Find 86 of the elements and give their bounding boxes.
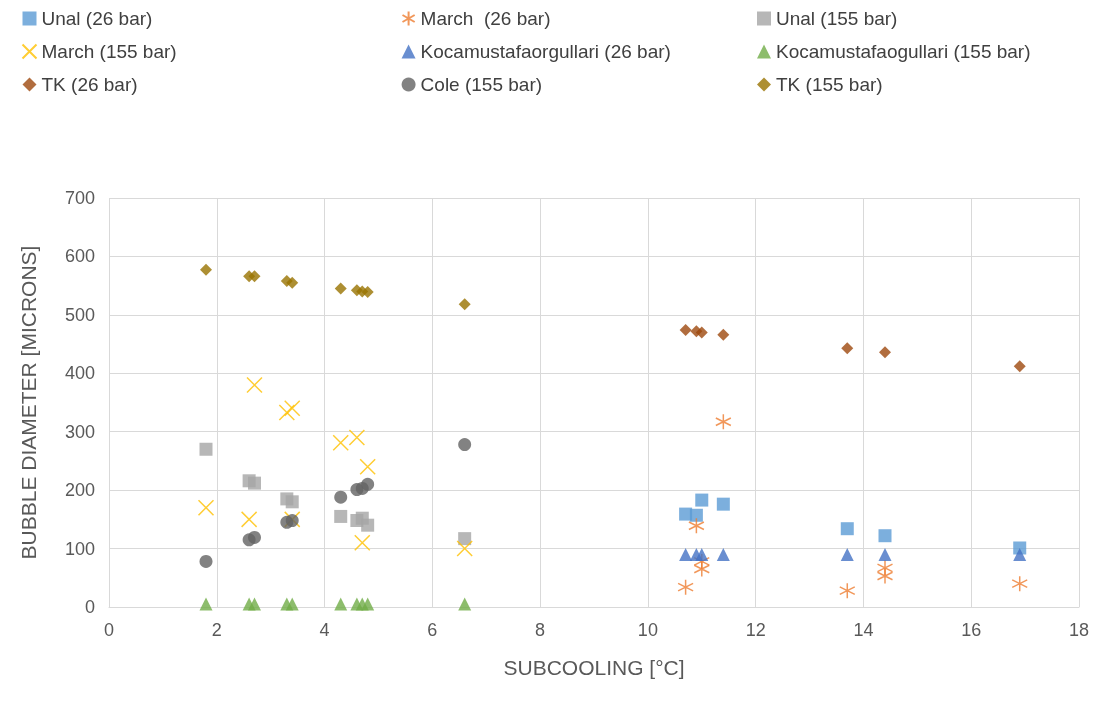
x-tick-label: 14 (853, 620, 874, 640)
point (359, 458, 376, 476)
legend-label: Kocamustafaorgullari (26 bar) (420, 41, 671, 62)
point (695, 547, 709, 561)
legend-label: Kocamustafaogullari (155 bar) (776, 41, 1031, 62)
point (1013, 547, 1027, 561)
x-tick-label: 8 (535, 620, 546, 640)
point (286, 276, 299, 289)
x-tick-label: 2 (211, 620, 222, 640)
point (695, 493, 709, 507)
point (716, 547, 730, 561)
point (361, 286, 374, 299)
x-tick-label: 18 (1068, 620, 1090, 640)
x-axis-title: SUBCOOLING [°C] (503, 656, 685, 679)
point (679, 324, 692, 337)
x-tick-label: 0 (103, 620, 115, 640)
point (334, 282, 347, 295)
point (456, 540, 473, 557)
point (361, 518, 375, 532)
point (688, 517, 705, 535)
point (1011, 575, 1028, 592)
point (689, 508, 703, 522)
point (248, 476, 261, 490)
point (348, 429, 366, 446)
point (248, 530, 261, 544)
point (334, 490, 348, 504)
point (246, 376, 263, 394)
point (199, 442, 213, 456)
point (458, 438, 472, 452)
legend-label: Cole (155 bar) (420, 74, 543, 95)
y-tick-label: 500 (64, 304, 95, 325)
x-tick-label: 16 (961, 620, 982, 640)
legend-label: Unal (155 bar) (776, 8, 898, 29)
point (278, 404, 296, 421)
point (248, 597, 261, 611)
y-tick-label: 400 (64, 363, 95, 384)
point (332, 434, 349, 452)
x-tick-label: 4 (319, 620, 330, 640)
point (354, 534, 371, 551)
y-axis-title: BUBBLE DIAMETER [MICRONS] (17, 245, 40, 560)
point (334, 509, 348, 523)
point (693, 560, 711, 578)
point (841, 342, 854, 355)
point (199, 554, 213, 568)
x-tick-label: 6 (427, 620, 438, 640)
point (361, 477, 375, 491)
y-tick-label: 100 (64, 538, 95, 559)
point (285, 597, 299, 611)
point (715, 413, 732, 431)
point (283, 400, 301, 417)
point (716, 497, 730, 511)
legend-label: TK (26 bar) (41, 74, 138, 95)
point (285, 495, 299, 509)
x-tick-label: 12 (745, 620, 766, 640)
point (1013, 360, 1026, 373)
point (197, 499, 215, 516)
legend-label: Unal (26 bar) (41, 8, 153, 29)
y-tick-label: 0 (84, 597, 95, 617)
point (679, 547, 693, 561)
point (840, 522, 854, 536)
legend-label: March (26 bar) (420, 8, 551, 29)
point (677, 578, 694, 596)
point (334, 597, 348, 611)
point (361, 597, 375, 611)
point (840, 547, 854, 561)
point (878, 547, 892, 561)
y-tick-label: 700 (64, 188, 95, 208)
legend-label: TK (155 bar) (776, 74, 883, 95)
point (879, 346, 891, 359)
point (458, 597, 472, 611)
y-tick-label: 600 (64, 246, 95, 267)
point (240, 511, 258, 528)
point (878, 529, 892, 543)
y-tick-label: 200 (64, 480, 95, 501)
point (717, 328, 730, 341)
point (458, 298, 471, 311)
point (248, 270, 261, 283)
point (458, 532, 472, 546)
x-tick-label: 10 (637, 620, 658, 640)
point (199, 597, 213, 611)
legend-label: March (155 bar) (41, 41, 177, 62)
y-tick-label: 300 (64, 421, 95, 442)
point (200, 263, 212, 276)
point (839, 582, 856, 599)
point (876, 567, 894, 585)
point (695, 326, 708, 339)
